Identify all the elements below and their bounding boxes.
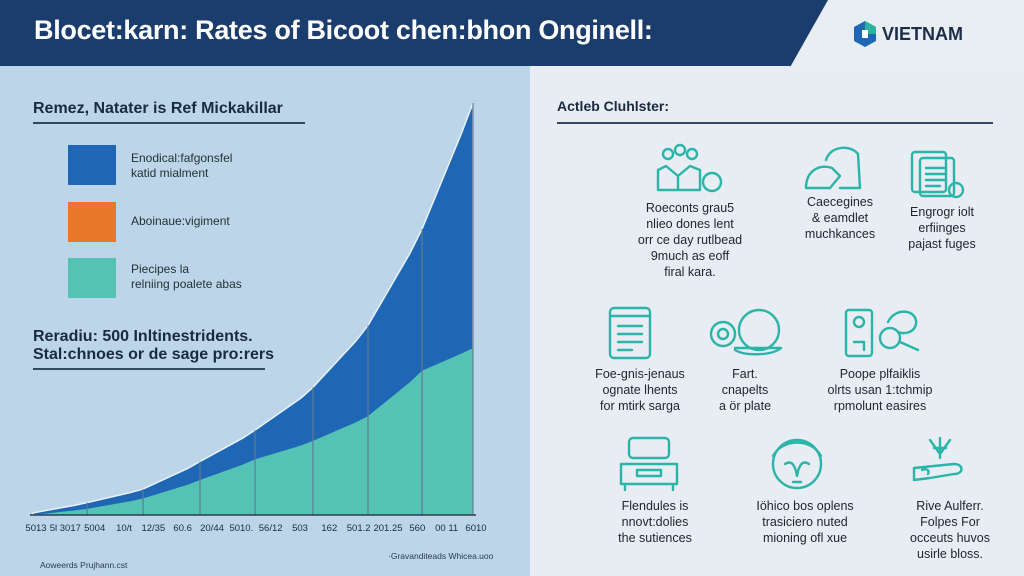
info-item-line: Poope plfaiklis (839, 367, 921, 381)
info-item-line: Fart. (732, 367, 758, 381)
x-tick-label: 56/12 (259, 523, 283, 534)
info-item-line: olrts usan 1:tchmip (827, 383, 933, 397)
footnote-right: ·Gravanditeads Whicea.uoo (388, 551, 494, 561)
area-series-1 (33, 348, 473, 515)
x-tick-label: 162 (321, 523, 337, 534)
info-item-text: Iöhico bos oplens trasiciero nuted mioning… (756, 498, 853, 546)
info-item-text: Fart. cnapelts a ör plate (719, 366, 771, 414)
people-box-coin-icon (650, 140, 730, 203)
info-item-line: cnapelts (721, 383, 769, 397)
info-item-line: a ör plate (718, 399, 772, 413)
x-tick-label: 5010. (229, 523, 253, 534)
info-item-text: Caecegines & eamdlet muchkances (805, 194, 875, 242)
info-panel: Actleb Cluhlster: Roeconts grau5 nlieo do… (530, 66, 1024, 576)
logo-text: VIETNAM (882, 23, 963, 44)
info-divider (557, 122, 993, 124)
x-tick-label: 5l 3017 (50, 523, 81, 534)
info-item-line: orr ce day rutlbead (637, 233, 743, 247)
legend-label-orange: Aboinaue:vigiment (131, 214, 230, 228)
info-item-line: Rive Aulferr. (916, 499, 984, 513)
chart-panel: 5013 5l 3017 5004 10/t 12/35 60.6 20/44 5010. 56… (0, 66, 530, 576)
documents-icon (902, 144, 982, 207)
shield-logo-icon (854, 21, 876, 47)
header-banner (0, 0, 828, 66)
info-item-line: ognate lhents (602, 383, 678, 397)
chart-subheading-2: Stal:chnoes or de sage pro:rers (33, 346, 274, 363)
legend-label-blue: Enodical:fafgonsfel katid mialment (131, 151, 233, 180)
info-item-line: Engrogr iolt (910, 205, 974, 219)
car-icon (615, 434, 695, 497)
page-title: Blocet:karn: Rates of Bicoot chen:bhon O… (34, 15, 653, 45)
x-tick-label: 560 (409, 523, 425, 534)
x-tick-label: 60.6 (173, 523, 192, 534)
subheading-divider (33, 368, 265, 370)
legend-swatch-teal (68, 258, 116, 298)
plate-globe-icon (705, 304, 785, 367)
info-item-line: occeuts huvos (910, 531, 990, 545)
info-item-line: & eamdlet (811, 211, 869, 225)
footnote-left: Aoweerds Prujhann.cst (40, 560, 128, 570)
x-tick-label: 201.25 (373, 523, 402, 534)
info-item-line: for mtirk sarga (600, 399, 680, 413)
info-item-line: trasiciero nuted (762, 515, 848, 529)
area-series-0 (32, 102, 474, 516)
legend-label-teal: Piecipes la relniing poalete abas (131, 262, 242, 291)
logo: VIETNAM (852, 20, 963, 48)
hand-gift-icon (910, 434, 990, 497)
x-tick-label: 503 (292, 523, 308, 534)
legend-swatch-orange (68, 202, 116, 242)
info-item-line: 9much as eoff (650, 249, 730, 263)
x-tick-label: 5004 (84, 523, 105, 534)
x-tick-label: 501.2 (347, 523, 371, 534)
heading-divider (33, 122, 305, 124)
legend-swatch-blue (68, 145, 116, 185)
info-item-line: nlieo dones lent (646, 217, 734, 231)
info-item-line: firal kara. (664, 265, 716, 279)
info-item-line: the sutiences (618, 531, 692, 545)
x-tick-label: 00 11 (435, 523, 458, 534)
hand-shield-icon (800, 140, 880, 203)
info-item-line: Foe-gnis-jenaus (595, 367, 685, 381)
info-item-line: Folpes For (920, 515, 980, 529)
x-tick-label: 20/44 (200, 523, 224, 534)
info-item-line: pajast fuges (908, 237, 976, 251)
info-item-line: mioning ofl xue (762, 531, 848, 545)
header: Blocet:karn: Rates of Bicoot chen:bhon O… (0, 0, 1024, 66)
info-item-text: Foe-gnis-jenaus ognate lhents for mtirk sa… (595, 366, 685, 414)
info-item-line: Caecegines (806, 195, 873, 209)
info-item-text: Roeconts grau5 nlieo dones lent orr ce day… (638, 200, 742, 280)
x-tick-label: 5013 (25, 523, 46, 534)
info-item-line: Flendules is (621, 499, 689, 513)
info-item-line: rpmolunt easires (833, 399, 927, 413)
info-item-line: Roeconts grau5 (645, 201, 735, 215)
chart-heading: Remez, Natater is Ref Mickakillar (33, 100, 283, 117)
info-item-text: Flendules is nnovt:dolies the sutiences (618, 498, 692, 546)
info-heading: Actleb Cluhlster: (557, 98, 670, 114)
info-item-line: Iöhico bos oplens (756, 499, 854, 513)
info-item-text: Rive Aulferr. Folpes For occeuts huvos usir… (910, 498, 990, 562)
info-item-line: erfiinges (918, 221, 966, 235)
document-list-icon (600, 304, 680, 367)
x-tick-label: 10/t (116, 523, 132, 534)
x-tick-label: 12/35 (141, 523, 165, 534)
area-chart: 5013 5l 3017 5004 10/t 12/35 60.6 20/44 5010. 56… (25, 102, 487, 534)
phone-gear-icon (840, 304, 920, 367)
info-item-line: muchkances (804, 227, 876, 241)
face-icon (765, 434, 845, 497)
chart-subheading-1: Reradiu: 500 Inltinestridents. (33, 328, 253, 345)
info-item-text: Engrogr iolt erfiinges pajast fuges (908, 204, 975, 252)
x-tick-label: 6010 (465, 523, 486, 534)
info-item-text: Poope plfaiklis olrts usan 1:tchmip rpmolu… (828, 366, 933, 414)
info-item-line: usirle bloss. (916, 547, 983, 561)
info-item-line: nnovt:dolies (621, 515, 689, 529)
